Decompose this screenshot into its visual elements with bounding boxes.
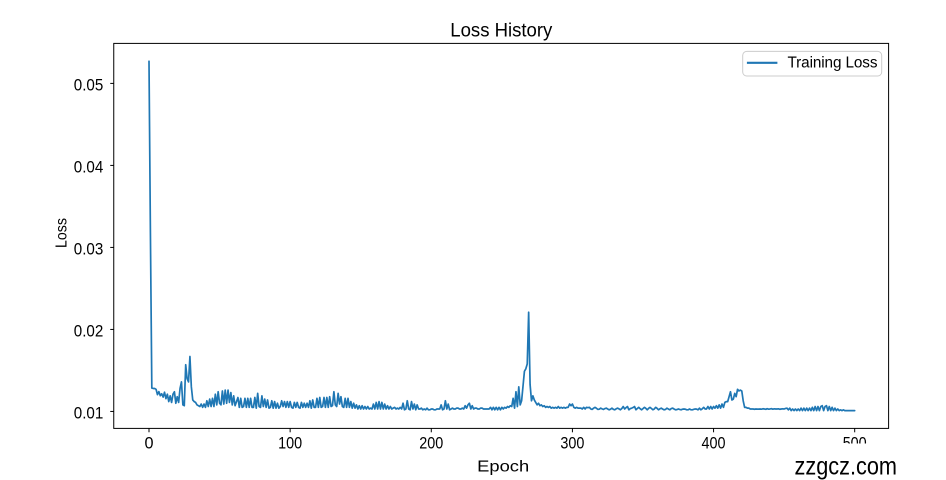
svg-text:Loss: Loss xyxy=(54,218,71,248)
svg-text:100: 100 xyxy=(278,435,302,453)
svg-text:400: 400 xyxy=(702,435,726,453)
svg-text:0.02: 0.02 xyxy=(74,322,104,340)
svg-text:300: 300 xyxy=(560,435,584,453)
svg-text:0.05: 0.05 xyxy=(74,76,104,94)
svg-text:Training Loss: Training Loss xyxy=(788,54,878,71)
svg-text:0.03: 0.03 xyxy=(74,240,104,258)
svg-text:zzgcz.com: zzgcz.com xyxy=(795,452,898,480)
svg-text:0.04: 0.04 xyxy=(74,158,104,176)
svg-text:Epoch: Epoch xyxy=(477,458,529,475)
svg-text:0.01: 0.01 xyxy=(74,404,104,422)
svg-text:Loss History: Loss History xyxy=(450,20,552,42)
svg-text:200: 200 xyxy=(419,435,443,453)
svg-text:0: 0 xyxy=(144,435,153,453)
